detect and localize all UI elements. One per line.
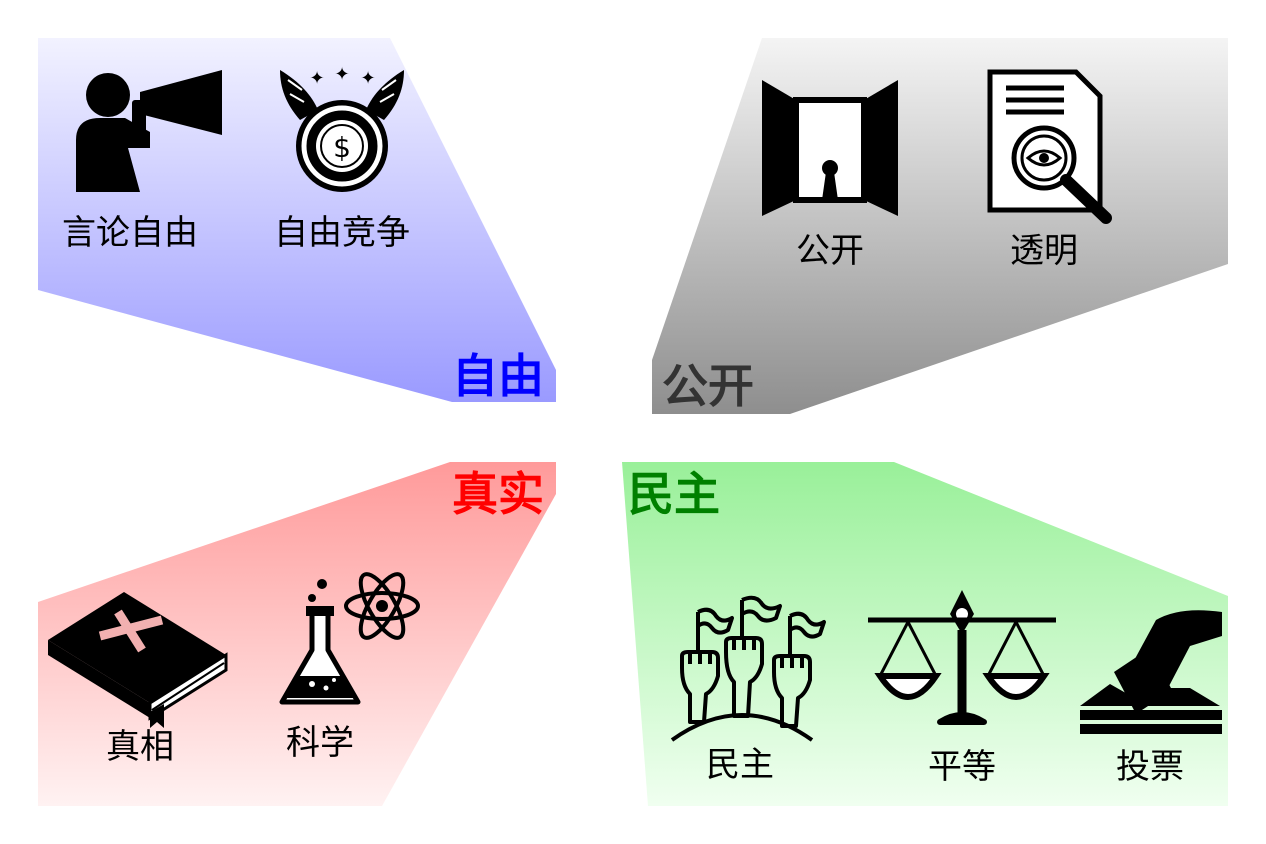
quadrant-truth: 真相 科学 真实 xyxy=(38,462,556,806)
ballot-box-icon xyxy=(1080,610,1222,734)
item-label-science: 科学 xyxy=(286,723,354,763)
item-label-democracy: 民主 xyxy=(706,745,774,785)
bible-cross-icon xyxy=(48,592,228,728)
svg-text:✦: ✦ xyxy=(309,68,324,89)
quadrant-democracy: 民主 平等 投票 民主 xyxy=(622,462,1228,806)
quadrant-freedom-bg xyxy=(38,38,556,402)
item-label-equality: 平等 xyxy=(928,747,996,787)
quadrant-title-democracy: 民主 xyxy=(628,467,720,521)
quadrant-truth-bg xyxy=(38,462,556,806)
quadrant-openness-bg xyxy=(652,38,1228,414)
item-label-transparency: 透明 xyxy=(1010,231,1078,271)
winged-coin-icon: $ ✦ ✦ ✦ xyxy=(280,64,404,192)
open-door-keyhole-icon xyxy=(762,80,898,216)
quadrant-title-truth: 真实 xyxy=(452,467,544,521)
quadrant-title-freedom: 自由 xyxy=(452,349,544,403)
svg-text:$: $ xyxy=(333,131,351,164)
quadrant-title-openness: 公开 xyxy=(662,359,754,413)
svg-text:✦: ✦ xyxy=(360,68,375,89)
item-label-openness: 公开 xyxy=(796,231,864,271)
document-magnifier-icon xyxy=(987,69,1112,224)
item-label-free-competition: 自由竞争 xyxy=(274,213,410,253)
flask-atom-icon xyxy=(279,572,420,705)
quadrant-openness: 公开 透明 公开 xyxy=(652,38,1228,414)
quadrant-freedom: $ ✦ ✦ ✦ 言论自由 自由竞争 自由 xyxy=(38,38,556,403)
item-label-truth: 真相 xyxy=(106,727,174,767)
item-label-voting: 投票 xyxy=(1116,747,1184,787)
balance-scale-icon xyxy=(868,590,1056,725)
svg-text:✦: ✦ xyxy=(334,64,349,85)
item-label-free-speech: 言论自由 xyxy=(62,213,198,253)
raised-fists-flags-icon xyxy=(670,595,826,742)
megaphone-speaker-icon xyxy=(76,70,222,192)
